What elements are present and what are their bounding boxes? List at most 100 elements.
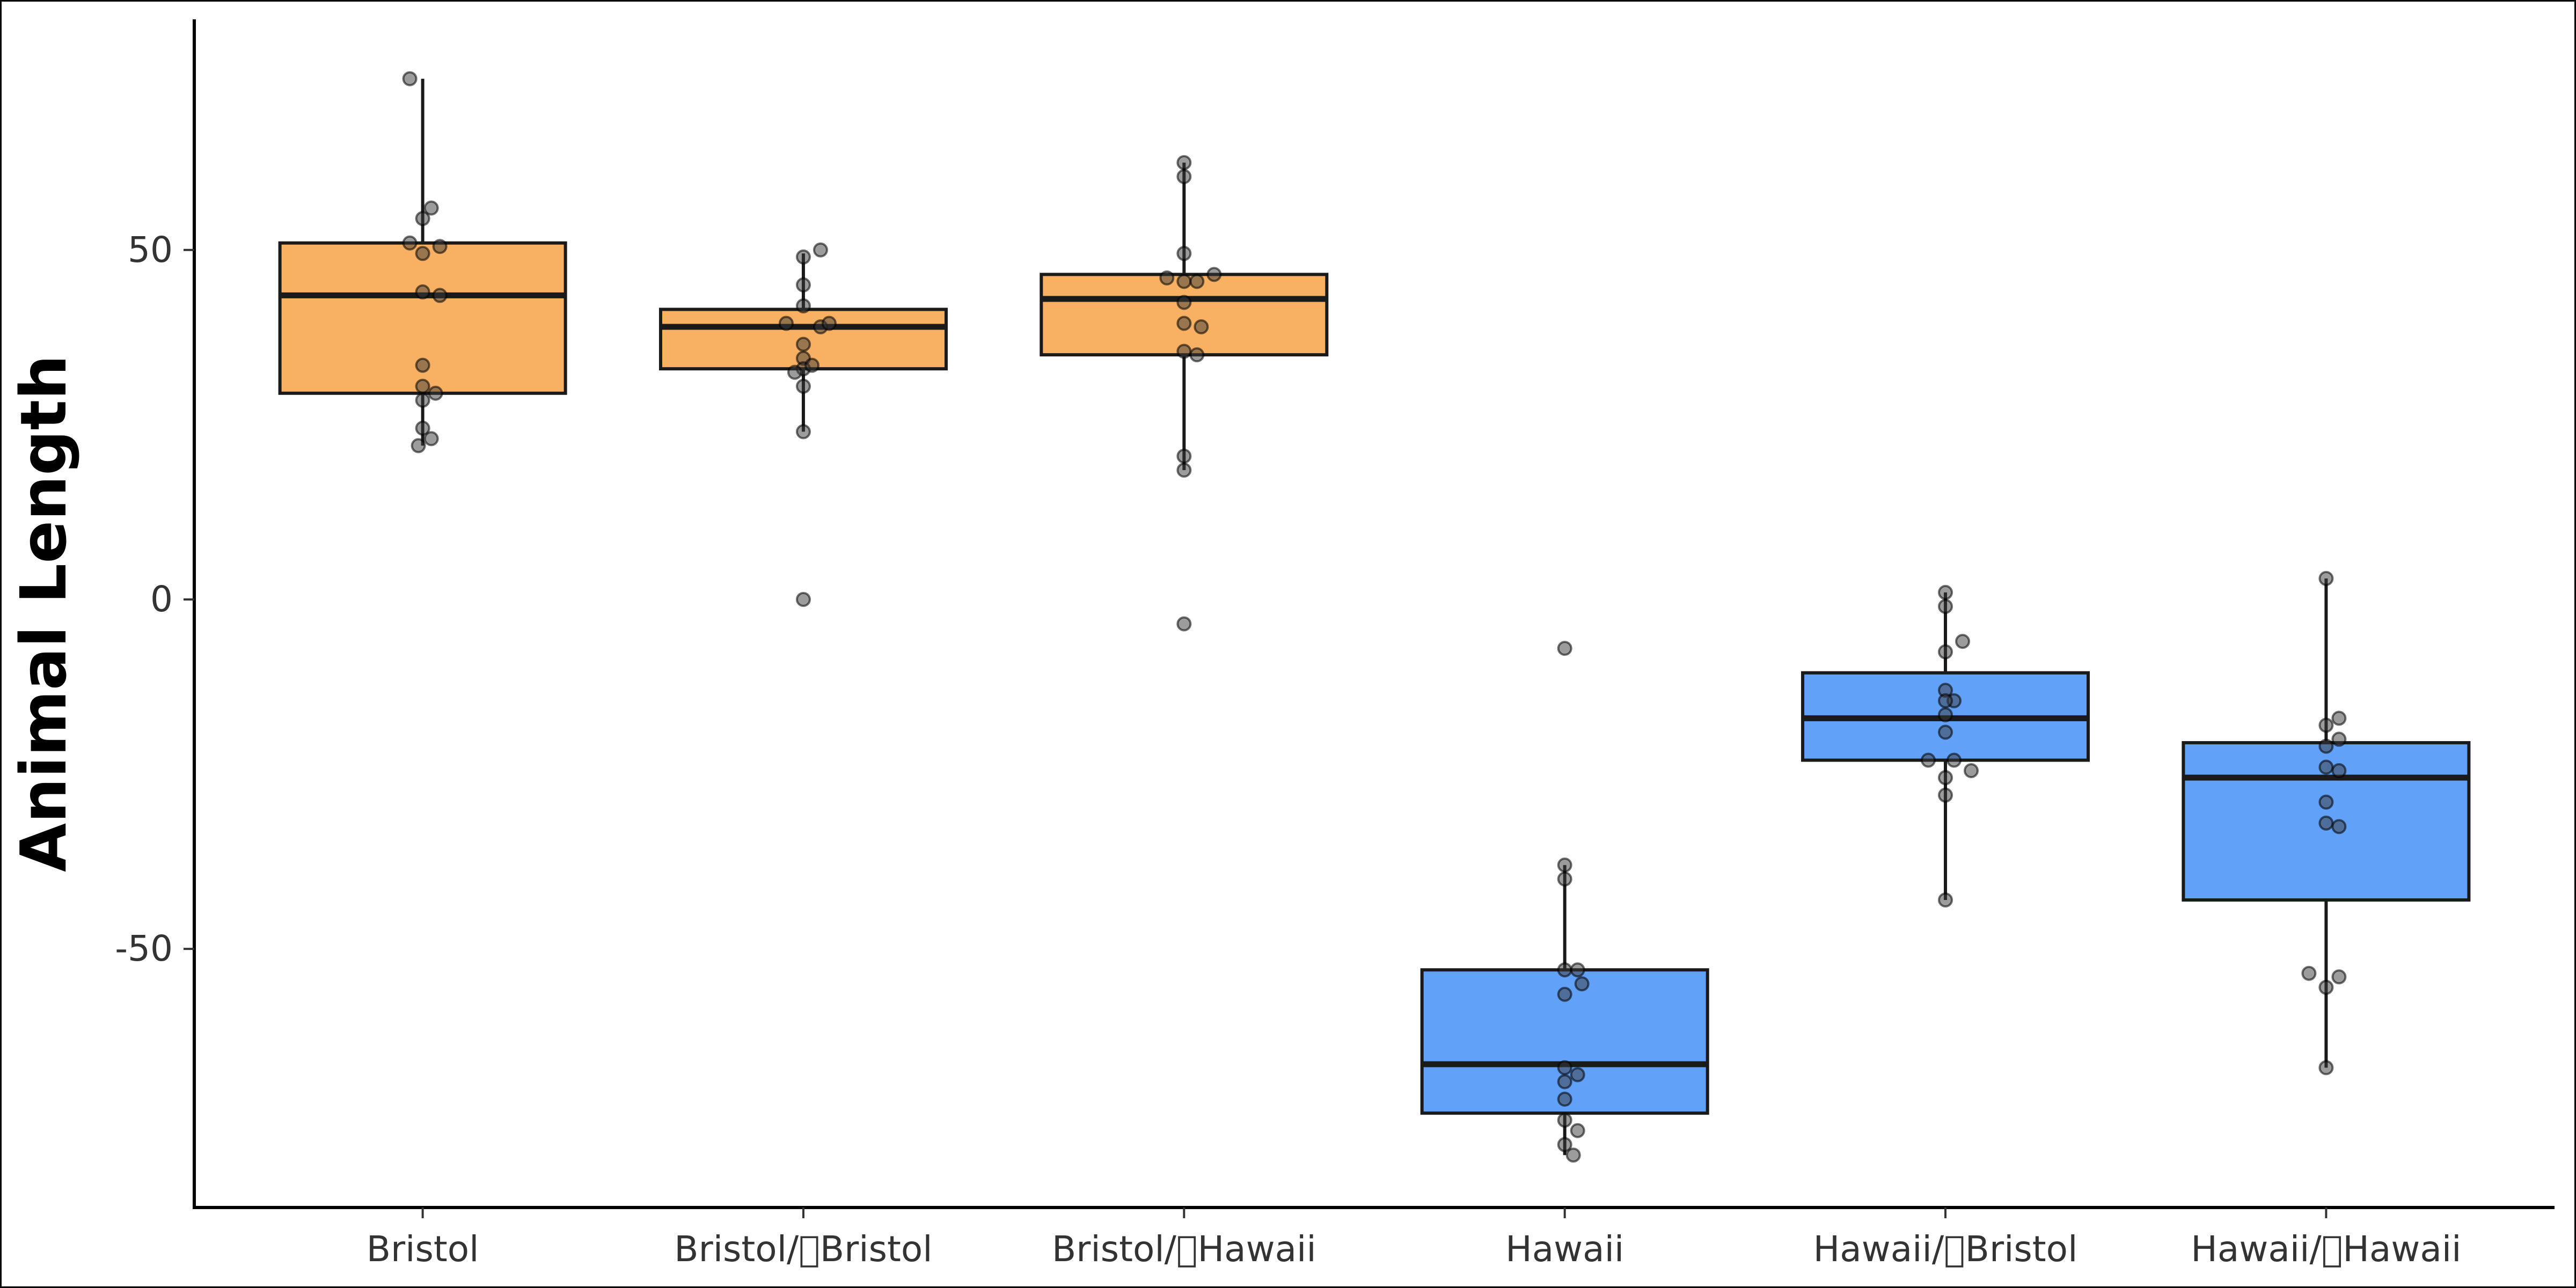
- data-point: [1189, 274, 1205, 289]
- data-point: [795, 336, 811, 352]
- data-point: [787, 364, 802, 380]
- data-point: [1176, 295, 1192, 310]
- data-point: [402, 71, 418, 86]
- data-point: [1570, 1123, 1585, 1138]
- data-point: [432, 239, 448, 254]
- data-point: [415, 284, 430, 299]
- data-point: [411, 438, 426, 453]
- data-point: [795, 249, 811, 265]
- data-point: [1194, 319, 1209, 335]
- data-point: [1955, 634, 1971, 649]
- data-point: [1570, 962, 1585, 978]
- data-point: [1938, 770, 1953, 786]
- data-point: [1557, 1113, 1572, 1128]
- data-point: [2318, 815, 2334, 831]
- data-point: [821, 316, 837, 331]
- data-point: [1938, 787, 1953, 803]
- y-ticks: -50 0 50: [115, 229, 194, 969]
- data-point: [813, 242, 828, 258]
- data-point: [1938, 584, 1953, 600]
- data-point: [1557, 1137, 1572, 1152]
- data-point: [1176, 343, 1192, 359]
- data-point: [415, 246, 430, 261]
- data-point: [2318, 979, 2334, 995]
- data-point: [1938, 892, 1953, 908]
- data-point: [795, 378, 811, 394]
- data-point: [415, 211, 430, 226]
- data-point: [1176, 246, 1192, 261]
- data-point: [795, 277, 811, 292]
- data-point: [2318, 794, 2334, 810]
- box-series: [278, 78, 2471, 1155]
- data-point: [1176, 316, 1192, 331]
- data-point: [1176, 448, 1192, 464]
- data-point: [1938, 644, 1953, 660]
- y-tick-label: -50: [115, 928, 173, 969]
- data-point: [2318, 759, 2334, 775]
- x-tick-label: Hawaii/ Hawaii: [2191, 1228, 2461, 1270]
- data-point: [2318, 738, 2334, 754]
- data-point: [1565, 1147, 1581, 1163]
- data-point: [795, 298, 811, 313]
- data-point: [1557, 1060, 1572, 1075]
- x-tick-label: Bristol: [367, 1228, 479, 1270]
- axes: [193, 19, 2555, 1209]
- data-point: [778, 316, 794, 331]
- data-point: [415, 420, 430, 436]
- data-point: [1557, 1092, 1572, 1107]
- data-point: [1206, 267, 1222, 282]
- data-point: [415, 378, 430, 394]
- data-point: [1176, 616, 1192, 632]
- x-tick-label: Hawaii/ Bristol: [1813, 1228, 2078, 1270]
- data-point: [1189, 347, 1205, 363]
- data-point: [1557, 1074, 1572, 1089]
- data-point: [1938, 693, 1953, 708]
- x-ticks: Bristol Bristol/ Bristol Bristol/ Hawaii Ha…: [367, 1208, 2461, 1270]
- data-point: [2318, 1060, 2334, 1075]
- data-point: [1557, 986, 1572, 1002]
- data-point: [415, 392, 430, 408]
- data-point: [2331, 711, 2347, 726]
- data-point: [1176, 463, 1192, 478]
- data-point: [795, 424, 811, 440]
- data-point: [2331, 969, 2347, 985]
- data-point: [1159, 270, 1175, 286]
- data-point: [1557, 871, 1572, 887]
- x-tick-label: Bristol/ Bristol: [674, 1228, 932, 1270]
- data-point: [1176, 169, 1192, 185]
- data-point: [1946, 752, 1962, 768]
- data-point: [2318, 570, 2334, 586]
- data-point: [2331, 731, 2347, 747]
- x-tick-label: Hawaii: [1505, 1228, 1624, 1270]
- data-point: [1938, 598, 1953, 614]
- data-point: [2318, 718, 2334, 733]
- x-tick-label: Bristol/ Hawaii: [1052, 1228, 1316, 1270]
- data-point: [1964, 763, 1979, 779]
- data-point: [1557, 962, 1572, 978]
- data-point: [2331, 763, 2347, 779]
- data-point: [432, 288, 448, 303]
- data-point: [1176, 155, 1192, 170]
- data-point: [795, 591, 811, 607]
- data-point: [1938, 724, 1953, 740]
- data-point: [2331, 819, 2347, 835]
- data-point: [1557, 857, 1572, 873]
- data-point: [423, 431, 439, 447]
- data-point: [804, 357, 819, 373]
- data-point: [415, 357, 430, 373]
- jitter-points: [402, 71, 2347, 1163]
- data-point: [1557, 641, 1572, 656]
- y-tick-label: 50: [128, 229, 173, 270]
- data-point: [1921, 752, 1936, 768]
- data-point: [428, 385, 443, 401]
- box-group: [1801, 592, 2090, 900]
- data-point: [1938, 707, 1953, 722]
- data-point: [1570, 1067, 1585, 1082]
- box-group: [1420, 865, 1709, 1155]
- y-tick-label: 0: [150, 579, 173, 620]
- data-point: [1574, 976, 1590, 992]
- data-point: [2301, 965, 2317, 981]
- data-point: [402, 235, 418, 251]
- y-axis-title: Animal Length: [6, 355, 80, 872]
